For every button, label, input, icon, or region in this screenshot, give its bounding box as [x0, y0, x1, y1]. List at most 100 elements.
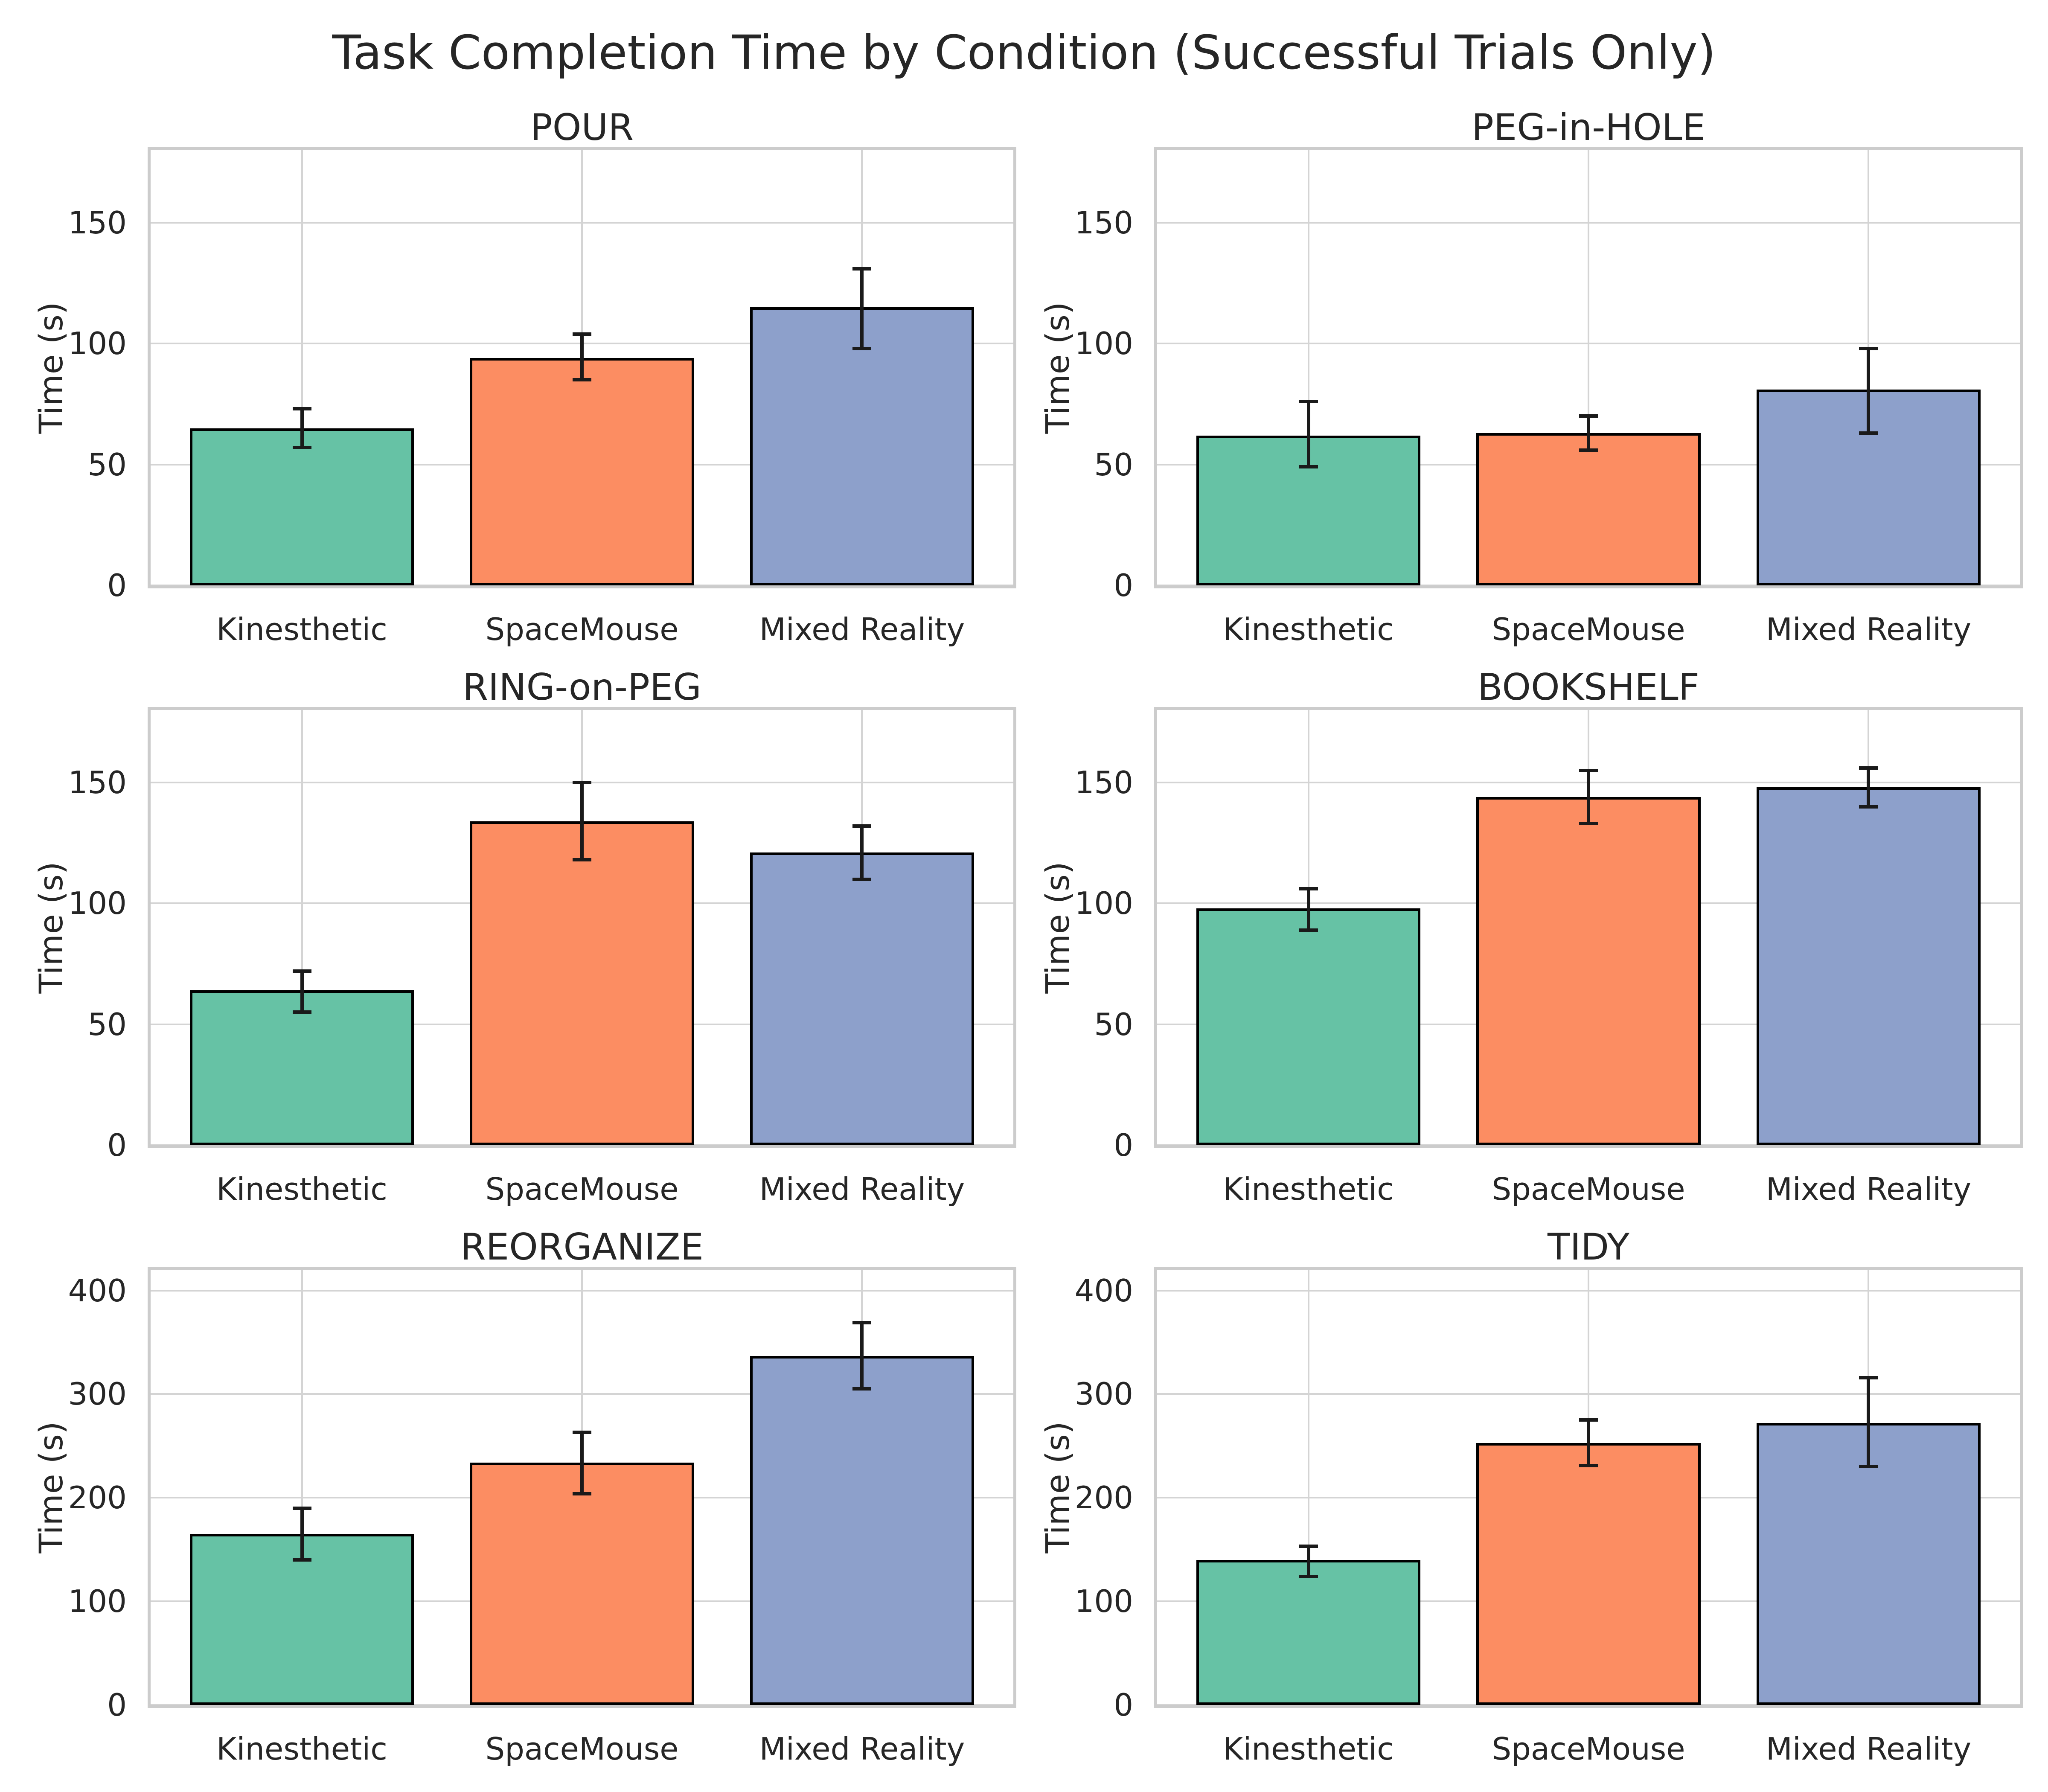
x-category-label-mixed-reality: Mixed Reality [1766, 611, 1972, 647]
error-cap-bottom-mixed-reality [1859, 1465, 1878, 1469]
error-cap-bottom-spacemouse [1579, 822, 1598, 826]
bar-spacemouse [470, 358, 694, 585]
error-cap-bottom-spacemouse [1579, 448, 1598, 452]
bar-spacemouse [470, 821, 694, 1145]
subplot-title: PEG-in-HOLE [1472, 106, 1705, 149]
error-cap-top-spacemouse [573, 332, 591, 336]
subplot-title: RING-on-PEG [463, 666, 701, 709]
x-category-label-spacemouse: SpaceMouse [485, 1171, 679, 1207]
error-cap-top-spacemouse [1579, 414, 1598, 418]
error-cap-bottom-spacemouse [573, 858, 591, 862]
figure-title: Task Completion Time by Condition (Succe… [332, 25, 1716, 80]
x-category-label-spacemouse: SpaceMouse [485, 1731, 679, 1767]
error-bar-mixed-reality [860, 826, 864, 879]
y-axis-label: Time (s) [32, 1421, 70, 1553]
error-cap-top-mixed-reality [852, 824, 872, 828]
error-bar-mixed-reality [1867, 1377, 1871, 1467]
y-tick-label: 0 [107, 1687, 127, 1723]
error-cap-top-mixed-reality [1859, 766, 1878, 770]
y-tick-label: 0 [107, 1127, 127, 1163]
error-cap-bottom-mixed-reality [1859, 805, 1878, 809]
x-category-label-kinesthetic: Kinesthetic [1223, 1731, 1394, 1767]
error-bar-spacemouse [580, 783, 584, 860]
x-gridline [301, 150, 303, 585]
y-axis-label: Time (s) [1039, 861, 1076, 994]
plot-area [148, 147, 1016, 588]
subplot-ring-on-peg: 0 50 100 150 Kinesthetic SpaceMouse Mixed Real… [32, 669, 1016, 1204]
y-axis-label: Time (s) [32, 861, 70, 994]
bar-mixed-reality [750, 852, 975, 1145]
x-category-label-mixed-reality: Mixed Reality [759, 1731, 965, 1767]
error-bar-mixed-reality [860, 268, 864, 349]
x-category-label-spacemouse: SpaceMouse [1492, 1731, 1685, 1767]
subplot-tidy: 0 100 200 300 400 Kinesthetic SpaceMouse Mixed … [1039, 1229, 2023, 1764]
bar-kinesthetic [189, 1534, 414, 1705]
error-bar-kinesthetic [1306, 1546, 1310, 1577]
error-cap-bottom-mixed-reality [852, 346, 872, 350]
error-cap-bottom-spacemouse [573, 1492, 591, 1495]
error-bar-kinesthetic [1306, 889, 1310, 930]
error-cap-bottom-kinesthetic [1299, 928, 1318, 932]
bar-kinesthetic [1196, 908, 1421, 1145]
error-cap-top-spacemouse [1579, 768, 1598, 772]
y-tick-label: 200 [68, 1480, 127, 1516]
plot-area [1154, 707, 2023, 1148]
error-cap-top-spacemouse [1579, 1418, 1598, 1422]
error-cap-bottom-spacemouse [1579, 1464, 1598, 1467]
y-tick-label: 50 [87, 1006, 127, 1042]
y-tick-label: 0 [107, 567, 127, 603]
error-cap-top-mixed-reality [852, 267, 872, 271]
error-cap-top-mixed-reality [1859, 346, 1878, 350]
bar-mixed-reality [750, 1356, 975, 1705]
y-tick-label: 50 [87, 446, 127, 483]
subplot-title: POUR [530, 106, 634, 149]
plot-area [1154, 1267, 2023, 1708]
y-tick-label: 50 [1094, 446, 1133, 483]
y-tick-label: 150 [1074, 765, 1133, 800]
y-tick-label: 100 [1074, 885, 1133, 922]
y-tick-label: 400 [68, 1272, 127, 1309]
x-category-label-spacemouse: SpaceMouse [1492, 611, 1685, 647]
x-category-label-kinesthetic: Kinesthetic [1223, 1171, 1394, 1207]
x-gridline [1307, 1270, 1309, 1705]
subplot-bookshelf: 0 50 100 150 Kinesthetic SpaceMouse Mixed Real… [1039, 669, 2023, 1204]
y-tick-label: 300 [1074, 1376, 1133, 1412]
x-category-label-kinesthetic: Kinesthetic [216, 611, 387, 647]
error-cap-top-kinesthetic [1299, 887, 1318, 891]
error-bar-kinesthetic [1306, 401, 1310, 467]
error-cap-bottom-kinesthetic [292, 1010, 311, 1014]
subplot-title: TIDY [1548, 1226, 1629, 1268]
y-axis-label: Time (s) [1039, 302, 1076, 434]
error-cap-bottom-kinesthetic [292, 446, 311, 449]
error-cap-top-mixed-reality [852, 1321, 872, 1324]
error-cap-top-kinesthetic [292, 1506, 311, 1510]
error-bar-spacemouse [1587, 416, 1590, 450]
x-category-label-kinesthetic: Kinesthetic [1223, 611, 1394, 647]
bar-kinesthetic [189, 990, 414, 1145]
error-cap-top-kinesthetic [1299, 1545, 1318, 1548]
error-cap-top-mixed-reality [1859, 1376, 1878, 1379]
y-tick-label: 100 [1074, 326, 1133, 362]
x-category-label-spacemouse: SpaceMouse [485, 611, 679, 647]
bar-mixed-reality [750, 307, 975, 585]
y-tick-label: 150 [68, 765, 127, 800]
x-gridline [1307, 150, 1309, 585]
plot-area [1154, 147, 2023, 588]
bar-spacemouse [1476, 1443, 1701, 1705]
x-category-label-spacemouse: SpaceMouse [1492, 1171, 1685, 1207]
y-axis-label: Time (s) [1039, 1421, 1076, 1553]
y-tick-label: 400 [1074, 1272, 1133, 1309]
x-category-label-kinesthetic: Kinesthetic [216, 1171, 387, 1207]
y-tick-label: 100 [68, 885, 127, 922]
x-gridline [1588, 150, 1589, 585]
error-bar-kinesthetic [300, 971, 304, 1012]
error-cap-top-spacemouse [573, 1431, 591, 1434]
error-cap-top-kinesthetic [292, 407, 311, 411]
error-bar-kinesthetic [300, 1508, 304, 1560]
y-tick-label: 50 [1094, 1006, 1133, 1042]
x-category-label-mixed-reality: Mixed Reality [1766, 1171, 1972, 1207]
y-tick-label: 100 [1074, 1583, 1133, 1620]
error-bar-kinesthetic [300, 409, 304, 448]
y-tick-label: 0 [1114, 567, 1133, 603]
